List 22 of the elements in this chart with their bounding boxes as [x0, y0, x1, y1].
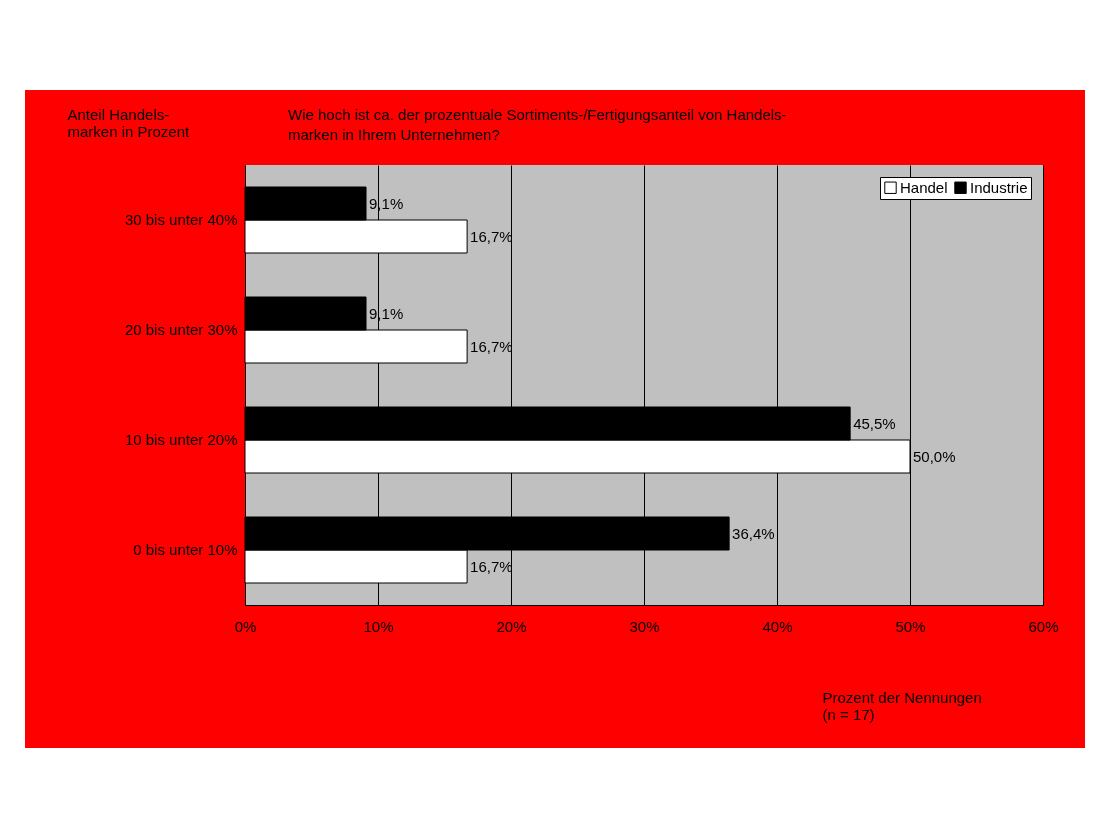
y-axis-title: Anteil Handels- marken in Prozent	[67, 105, 191, 140]
data-label: 16,7%	[470, 337, 513, 355]
y-tick-label: 20 bis unter 30%	[124, 321, 238, 338]
x-tick-label: 30%	[629, 617, 660, 635]
x-axis-title: Prozent der Nennungen (n = 17)	[822, 688, 982, 723]
x-tick-label: 20%	[496, 617, 527, 635]
data-label: 36,4%	[732, 524, 775, 542]
y-tick-label: 10 bis unter 20%	[124, 431, 238, 448]
x-tick-label: 60%	[1028, 617, 1059, 635]
legend-label: Industrie	[970, 178, 1028, 196]
x-tick-label: 40%	[762, 617, 793, 635]
data-label: 16,7%	[470, 227, 513, 245]
x-tick-label: 50%	[895, 617, 926, 635]
y-tick-label: 30 bis unter 40%	[124, 211, 238, 228]
chart-title: Wie hoch ist ca. der prozentuale Sortiments-/Fertigungsanteil von Handels- marken in Ihrem Unternehmen?	[288, 106, 787, 143]
data-label: 16,7%	[470, 557, 513, 575]
legend-label: Handel	[900, 178, 948, 196]
x-tick-label: 0%	[234, 617, 257, 635]
x-tick-label: 10%	[363, 617, 394, 635]
data-label: 45,5%	[853, 414, 896, 432]
y-tick-label: 0 bis unter 10%	[133, 541, 238, 558]
data-label: 50,0%	[913, 447, 956, 465]
